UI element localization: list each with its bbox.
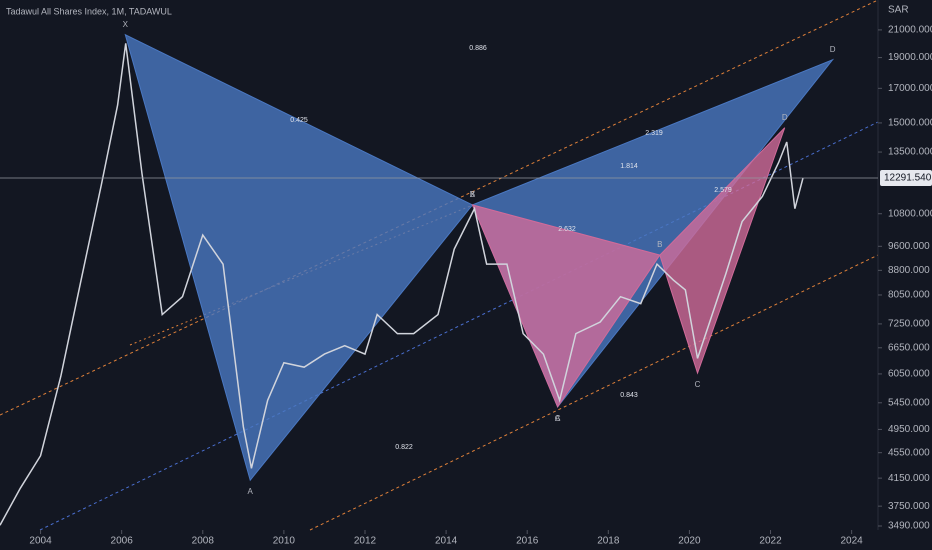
x-tick-label: 2004: [29, 536, 52, 547]
price-line: [0, 43, 804, 526]
ratio-label: 0.425: [290, 117, 308, 124]
pattern-triangle: [124, 33, 474, 482]
pattern-point-label: C: [555, 414, 561, 423]
y-tick-label: 6650.000: [888, 342, 930, 353]
pattern-point-label: X: [123, 20, 129, 29]
x-tick-label: 2022: [759, 536, 782, 547]
pattern-point-label: B: [470, 190, 475, 199]
y-tick-label: 3750.000: [888, 501, 930, 512]
x-tick-label: 2008: [192, 536, 215, 547]
y-tick-label: 5450.000: [888, 397, 930, 408]
pattern-triangle: [471, 204, 661, 408]
pattern-point-label: X: [470, 190, 476, 199]
y-tick-label: 13500.000: [888, 147, 932, 158]
x-tick-label: 2010: [273, 536, 296, 547]
ratio-label: 1.814: [620, 163, 638, 170]
y-tick-label: 17000.000: [888, 83, 932, 94]
y-tick-label: 3490.000: [888, 521, 930, 532]
pattern-point-label: B: [657, 240, 662, 249]
ratio-label: 0.843: [620, 392, 638, 399]
last-price-box: [880, 169, 932, 186]
x-tick-label: 2020: [678, 536, 701, 547]
ratio-label: 2.579: [714, 187, 732, 194]
y-tick-label: 7250.000: [888, 319, 930, 330]
pattern-triangle: [659, 127, 786, 375]
y-axis-label: SAR: [888, 5, 909, 16]
chart-title: Tadawul All Shares Index, 1M, TADAWUL: [6, 6, 172, 16]
y-tick-label: 21000.000: [888, 25, 932, 36]
y-tick-label: 15000.000: [888, 118, 932, 129]
y-tick-label: 9600.000: [888, 241, 930, 252]
ratio-label: 2.632: [558, 226, 576, 233]
y-tick-label: 6050.000: [888, 369, 930, 380]
x-tick-label: 2024: [841, 536, 864, 547]
pattern-point-label: A: [248, 487, 254, 496]
ratio-label: 2.319: [645, 130, 663, 137]
x-tick-label: 2016: [516, 536, 539, 547]
ratio-label: 0.886: [469, 45, 487, 52]
x-tick-label: 2012: [354, 536, 377, 547]
y-tick-label: 4550.000: [888, 447, 930, 458]
y-tick-label: 10800.000: [888, 208, 932, 219]
y-tick-label: 8050.000: [888, 290, 930, 301]
last-price-label: 12291.540: [884, 173, 932, 184]
y-tick-label: 8800.000: [888, 265, 930, 276]
pattern-point-label: D: [782, 113, 788, 122]
x-tick-label: 2018: [597, 536, 620, 547]
pattern-point-label: D: [830, 45, 836, 54]
y-tick-label: 19000.000: [888, 52, 932, 63]
pattern-point-label: C: [695, 380, 701, 389]
plot-area: [0, 33, 835, 526]
x-tick-label: 2006: [111, 536, 134, 547]
ratio-label: 0.822: [395, 444, 413, 451]
y-tick-label: 4950.000: [888, 424, 930, 435]
pattern-point-label: A: [555, 414, 561, 423]
y-tick-label: 4150.000: [888, 473, 930, 484]
x-tick-label: 2014: [435, 536, 458, 547]
